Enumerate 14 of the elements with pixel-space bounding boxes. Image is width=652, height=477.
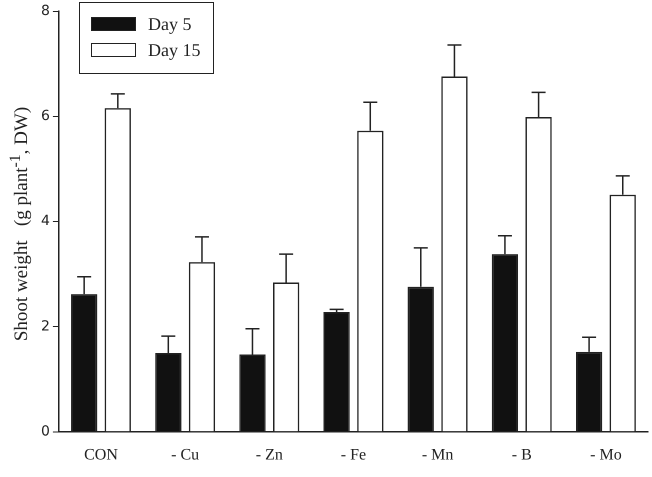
x-tick-label: - Cu	[171, 446, 200, 464]
legend-label: Day 5	[148, 14, 192, 34]
text: Day 15	[148, 40, 200, 60]
x-tick-label: CON	[84, 446, 118, 464]
x-tick-label: - Mo	[590, 446, 622, 464]
x-tick-label: - Mn	[422, 446, 454, 464]
y-tick-label: 6	[40, 108, 50, 124]
x-tick-label: - Fe	[340, 446, 366, 464]
y-tick-label: 8	[40, 3, 50, 20]
x-tick-label: - B	[512, 446, 532, 464]
x-tick-label: - Zn	[256, 446, 283, 464]
y-tick-label: 4	[40, 213, 50, 230]
y-tick-label: 0	[40, 423, 50, 440]
y-tick-label: 2	[40, 318, 50, 334]
